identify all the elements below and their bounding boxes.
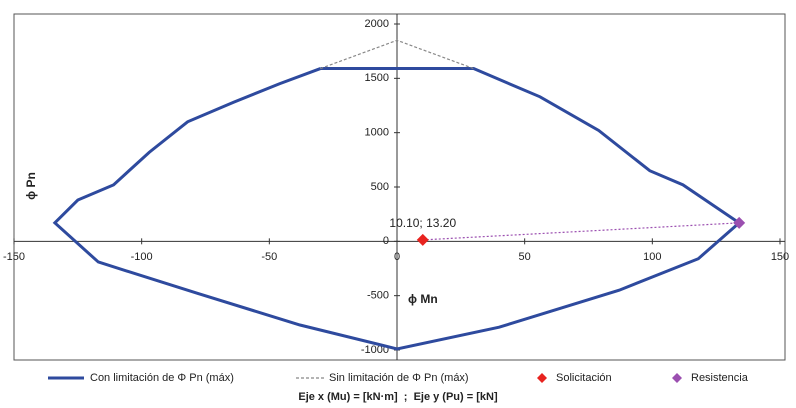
legend-swatch [537, 373, 547, 383]
y-tick-label: 500 [371, 181, 389, 193]
x-tick-label: 150 [771, 251, 789, 263]
y-tick-label: -500 [367, 290, 389, 302]
ray [422, 222, 740, 241]
x-axis-label: ϕ Mn [408, 292, 438, 306]
x-tick-label: 0 [394, 251, 400, 263]
y-tick-label: 1000 [365, 127, 389, 139]
x-tick-label: 100 [643, 251, 661, 263]
x-tick-label: -100 [131, 251, 153, 263]
legend-swatch [672, 373, 682, 383]
point [416, 233, 429, 246]
x-tick-label: -150 [3, 251, 25, 263]
legend-label: Solicitación [556, 372, 612, 384]
legend-label: Con limitación de Φ Pn (máx) [90, 372, 234, 384]
units-note: Eje x (Mu) = [kN·m] ; Eje y (Pu) = [kN] [298, 391, 498, 403]
legend-label: Resistencia [691, 372, 749, 384]
y-tick-label: 2000 [365, 18, 389, 30]
series-line [320, 39, 474, 70]
y-tick-label: -1000 [361, 344, 389, 356]
series-line [52, 67, 742, 351]
x-tick-label: -50 [261, 251, 277, 263]
point [733, 216, 746, 229]
y-tick-label: 0 [383, 235, 389, 247]
plot-border [13, 13, 786, 361]
y-axis-label: ϕ Pn [24, 172, 38, 200]
data-label: 10.10; 13.20 [389, 216, 456, 230]
x-tick-label: 50 [519, 251, 531, 263]
y-tick-label: 1500 [365, 72, 389, 84]
legend-label: Sin limitación de Φ Pn (máx) [329, 372, 469, 384]
